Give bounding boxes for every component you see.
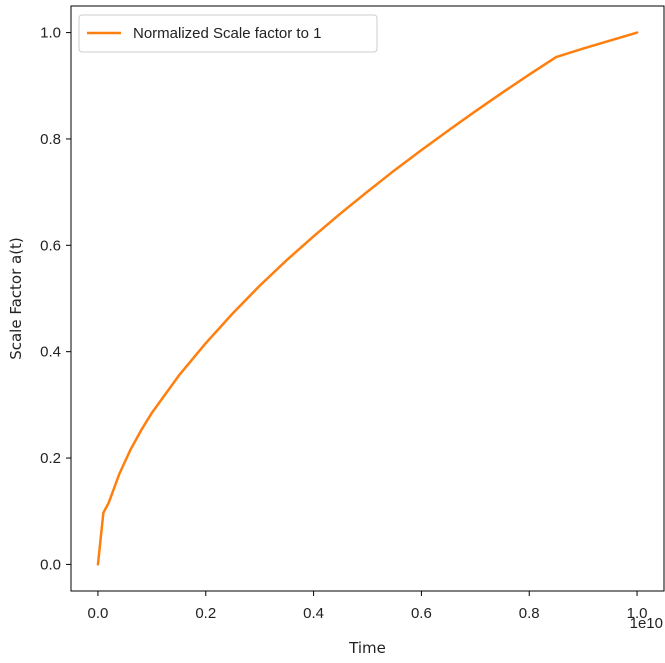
y-tick-label: 0.6	[40, 237, 61, 254]
x-axis-offset-label: 1e10	[630, 615, 663, 632]
plot-area-frame	[70, 5, 665, 592]
y-axis-ticks: 0.0 0.2 0.4 0.6 0.8 1.0	[40, 25, 71, 573]
y-tick-label: 0.2	[40, 450, 61, 467]
y-tick-label: 0.8	[40, 131, 61, 148]
legend-box	[78, 14, 378, 53]
y-tick-label: 0.0	[40, 556, 61, 573]
x-tick-label: 0.8	[519, 605, 540, 622]
x-tick-label: 0.4	[303, 605, 324, 622]
x-axis-label: Time	[348, 639, 386, 657]
y-axis-label: Scale Factor a(t)	[7, 237, 25, 360]
x-tick-label: 1.0	[627, 605, 648, 622]
x-tick-label: 0.0	[88, 605, 109, 622]
series-lines	[96, 31, 639, 566]
x-axis-ticks: 0.0 0.2 0.4 0.6 0.8 1.0	[88, 591, 648, 622]
series-line	[96, 31, 639, 566]
x-tick-label: 0.6	[411, 605, 432, 622]
y-tick-label: 1.0	[40, 25, 61, 42]
x-tick-label: 0.2	[195, 605, 216, 622]
y-tick-label: 0.4	[40, 344, 61, 361]
legend-label: Normalized Scale factor to 1	[133, 25, 321, 42]
legend: Normalized Scale factor to 1	[78, 14, 378, 53]
